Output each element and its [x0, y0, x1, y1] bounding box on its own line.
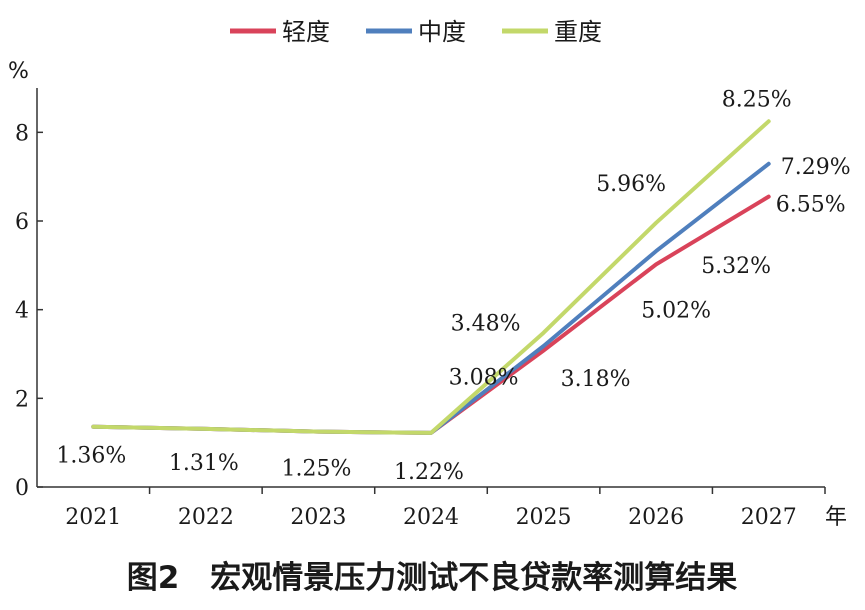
legend-label-severe: 重度: [554, 18, 602, 46]
x-tick-label: 2023: [290, 505, 346, 530]
x-tick-label: 2026: [628, 505, 684, 530]
y-tick-label: 0: [15, 476, 29, 501]
y-tick-label: 6: [15, 210, 29, 235]
legend-item-moderate: 中度: [366, 18, 466, 46]
data-label-severe: 5.96%: [596, 172, 666, 197]
x-tick-label: 2024: [403, 505, 459, 530]
data-label-moderate: 5.32%: [701, 254, 771, 279]
data-label-light: 6.55%: [776, 193, 846, 218]
legend-item-severe: 重度: [502, 18, 602, 46]
data-label-moderate: 1.31%: [169, 451, 239, 476]
data-labels: 3.08% 5.02% 6.55% 1.36% 1.31% 1.25% 1.22% 3.18%…: [56, 87, 850, 485]
y-tick-label: 4: [15, 299, 29, 324]
data-label-moderate: 1.22%: [394, 460, 464, 485]
x-tick-label: 2022: [178, 505, 234, 530]
data-label-light: 5.02%: [641, 298, 711, 323]
data-label-light: 3.08%: [449, 365, 519, 390]
x-axis-unit: 年: [825, 505, 847, 530]
series-lines: [91, 119, 771, 435]
legend-item-light: 轻度: [230, 18, 330, 46]
y-axis-ticks: 0 2 4 6 8: [15, 121, 43, 501]
legend: 轻度 中度 重度: [230, 18, 602, 46]
data-label-moderate: 3.18%: [561, 367, 631, 392]
y-axis-unit: %: [8, 59, 29, 84]
legend-label-light: 轻度: [282, 18, 330, 46]
x-tick-label: 2021: [65, 505, 121, 530]
x-tick-label: 2027: [741, 505, 797, 530]
figure-caption: 图2 宏观情景压力测试不良贷款率测算结果: [127, 560, 738, 596]
data-label-severe: 3.48%: [451, 312, 521, 337]
data-label-moderate: 1.25%: [281, 457, 351, 482]
y-tick-label: 2: [15, 387, 29, 412]
x-tick-label: 2025: [516, 505, 572, 530]
data-label-moderate: 7.29%: [781, 155, 851, 180]
data-label-severe: 8.25%: [722, 87, 792, 112]
series-line-severe: [91, 119, 771, 435]
y-tick-label: 8: [15, 121, 29, 146]
x-axis-ticks: 2021 2022 2023 2024 2025 2026 2027: [65, 487, 826, 530]
data-label-moderate: 1.36%: [56, 444, 126, 469]
legend-label-moderate: 中度: [418, 18, 466, 46]
